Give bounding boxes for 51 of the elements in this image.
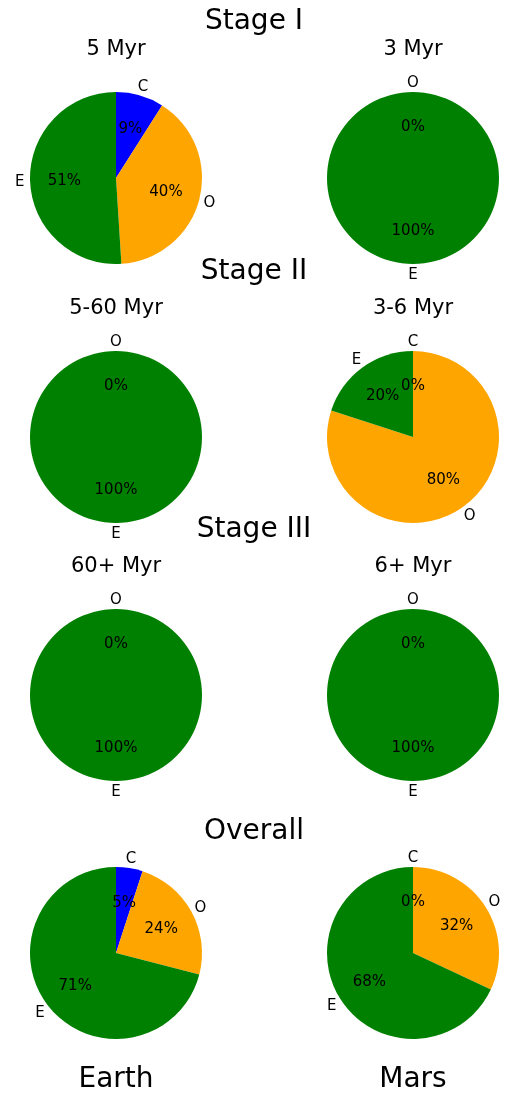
text: Stage III (196, 511, 312, 544)
category-label: O (110, 589, 122, 608)
slice-label: E (111, 782, 121, 801)
text: 0% (401, 376, 425, 395)
text: Mars (378, 1061, 448, 1093)
slice-label: E (111, 524, 121, 543)
data-label: 24% (144, 919, 178, 938)
text: 0% (401, 634, 425, 653)
slice-label: E (35, 1003, 45, 1022)
text: Stage I (203, 3, 305, 37)
data-label: 68% (352, 971, 387, 990)
chart-title: 60+ Myr (70, 553, 162, 577)
slice-label: O (203, 192, 216, 211)
slice-label: E (408, 265, 418, 284)
data-label: 100% (94, 479, 138, 498)
slice-label: C (125, 848, 137, 867)
chart-title: 6+ Myr (374, 553, 452, 577)
data-label: 100% (391, 737, 435, 756)
slice-label: O (463, 505, 476, 524)
data-label: 32% (439, 916, 474, 935)
slice-label: E (14, 172, 25, 191)
text: Earth (77, 1061, 155, 1093)
text: 0% (401, 892, 425, 911)
chart-title: 5 Myr (86, 36, 146, 60)
text: Overall (202, 813, 306, 847)
text: Stage II (200, 253, 308, 286)
chart-title: 5-60 Myr (69, 295, 164, 319)
data-label: 80% (426, 469, 460, 488)
data-label: 9% (118, 119, 143, 138)
category-label: O (407, 72, 419, 91)
slice-label: O (194, 897, 207, 916)
chart-title: 3-6 Myr (372, 295, 454, 319)
slice-label: E (326, 995, 337, 1014)
data-label: 100% (391, 220, 435, 239)
category-label: O (407, 589, 419, 608)
slice-label: C (137, 76, 149, 95)
category-label: C (407, 847, 419, 866)
slice-label: E (351, 350, 362, 369)
slice-label: O (488, 892, 501, 911)
text: 0% (401, 117, 425, 136)
category-label: C (407, 331, 419, 350)
slice-label: E (408, 782, 418, 801)
data-label: 20% (366, 386, 400, 405)
text: 0% (104, 376, 128, 395)
data-label: 100% (94, 737, 138, 756)
data-label: 40% (149, 181, 183, 200)
category-label: O (110, 331, 122, 350)
text: 0% (104, 634, 128, 653)
data-label: 51% (47, 170, 82, 189)
chart-title: 3 Myr (383, 36, 443, 60)
data-label: 71% (58, 975, 92, 994)
